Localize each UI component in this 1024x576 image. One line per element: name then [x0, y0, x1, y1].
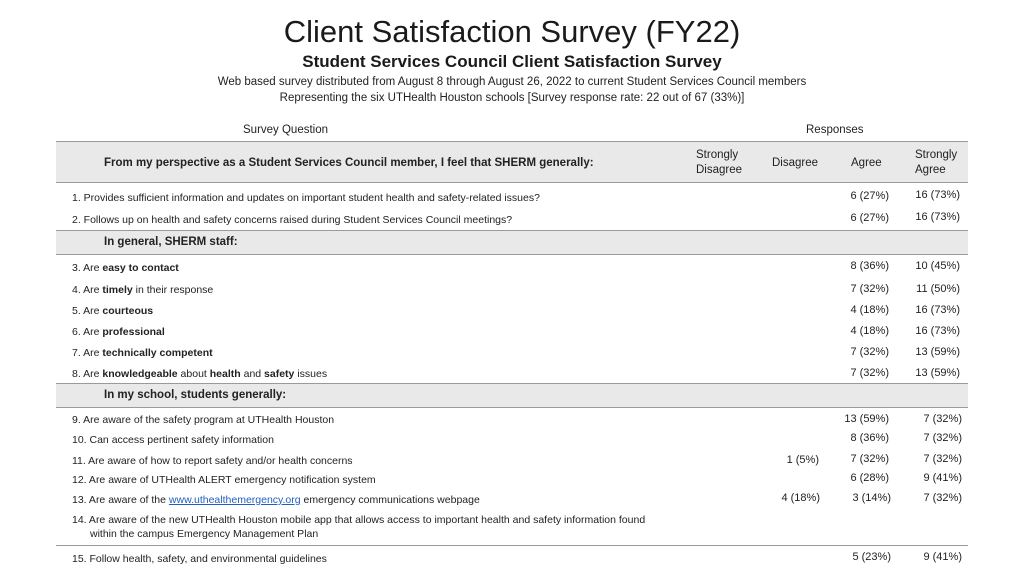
- q8-agree: 7 (32%): [850, 367, 889, 379]
- table-header-band: [56, 141, 968, 183]
- question-11: 11. Are aware of how to report safety an…: [72, 455, 353, 467]
- q4-agree: 7 (32%): [850, 283, 889, 295]
- column-header-survey-question: Survey Question: [243, 124, 329, 136]
- question-14: 14. Are aware of the new UTHealth Housto…: [72, 514, 646, 526]
- q2-agree: 6 (27%): [850, 212, 889, 224]
- question-10: 10. Can access pertinent safety informat…: [72, 434, 274, 446]
- survey-description-line2: Representing the six UTHealth Houston sc…: [279, 92, 745, 104]
- section-band-staff: [56, 230, 968, 255]
- q13-agree: 3 (14%): [852, 492, 891, 504]
- header-prompt: From my perspective as a Student Service…: [104, 157, 594, 169]
- column-header-responses: Responses: [806, 124, 864, 136]
- q12-strongly-agree: 9 (41%): [923, 472, 962, 484]
- q1-strongly-agree: 16 (73%): [915, 189, 960, 201]
- q15-agree: 5 (23%): [852, 551, 891, 563]
- page-title: Client Satisfaction Survey (FY22): [283, 14, 741, 49]
- q11-disagree: 1 (5%): [786, 454, 819, 466]
- survey-description-line1: Web based survey distributed from August…: [217, 76, 807, 88]
- q9-strongly-agree: 7 (32%): [923, 413, 962, 425]
- question-6: 6. Are professional: [72, 326, 165, 338]
- column-header-strongly-agree: Strongly Agree: [915, 149, 958, 176]
- q3-agree: 8 (36%): [850, 260, 889, 272]
- q13-disagree: 4 (18%): [781, 492, 820, 504]
- question-7: 7. Are technically competent: [72, 347, 213, 359]
- question-5: 5. Are courteous: [72, 305, 154, 317]
- q7-agree: 7 (32%): [850, 346, 889, 358]
- q12-agree: 6 (28%): [850, 472, 889, 484]
- q6-agree: 4 (18%): [850, 325, 889, 337]
- q10-strongly-agree: 7 (32%): [923, 432, 962, 444]
- section-band-students: [56, 383, 968, 408]
- question-2: 2. Follows up on health and safety conce…: [72, 214, 513, 226]
- q1-agree: 6 (27%): [850, 190, 889, 202]
- column-header-agree: Agree: [851, 157, 882, 169]
- q5-agree: 4 (18%): [850, 304, 889, 316]
- q11-agree: 7 (32%): [850, 453, 889, 465]
- survey-subtitle: Student Services Council Client Satisfac…: [302, 52, 722, 71]
- q4-strongly-agree: 11 (50%): [916, 283, 960, 295]
- q13-strongly-agree: 7 (32%): [923, 492, 962, 504]
- q3-strongly-agree: 10 (45%): [915, 260, 960, 272]
- q5-strongly-agree: 16 (73%): [915, 304, 960, 316]
- q2-strongly-agree: 16 (73%): [915, 211, 960, 223]
- question-15: 15. Follow health, safety, and environme…: [72, 553, 327, 565]
- row-divider: [56, 545, 968, 546]
- section-label-staff: In general, SHERM staff:: [104, 236, 238, 248]
- q9-agree: 13 (59%): [844, 413, 889, 425]
- section-label-students: In my school, students generally:: [104, 389, 287, 401]
- question-12: 12. Are aware of UTHealth ALERT emergenc…: [72, 474, 376, 486]
- emergency-webpage-link[interactable]: www.uthealthemergency.org: [168, 494, 301, 506]
- column-header-disagree: Disagree: [772, 157, 819, 169]
- question-9: 9. Are aware of the safety program at UT…: [72, 414, 335, 426]
- question-13: 13. Are aware of the www.uthealthemergen…: [72, 494, 480, 506]
- question-3: 3. Are easy to contact: [72, 262, 179, 274]
- column-header-strongly-disagree: Strongly Disagree: [696, 149, 743, 176]
- question-4: 4. Are timely in their response: [72, 284, 214, 296]
- question-14-line2: within the campus Emergency Management P…: [90, 528, 319, 540]
- q10-agree: 8 (36%): [850, 432, 889, 444]
- q11-strongly-agree: 7 (32%): [923, 453, 962, 465]
- q15-strongly-agree: 9 (41%): [923, 551, 962, 563]
- question-1: 1. Provides sufficient information and u…: [72, 192, 540, 204]
- q8-strongly-agree: 13 (59%): [915, 367, 960, 379]
- question-8: 8. Are knowledgeable about health and sa…: [72, 368, 328, 380]
- q6-strongly-agree: 16 (73%): [915, 325, 960, 337]
- q7-strongly-agree: 13 (59%): [915, 346, 960, 358]
